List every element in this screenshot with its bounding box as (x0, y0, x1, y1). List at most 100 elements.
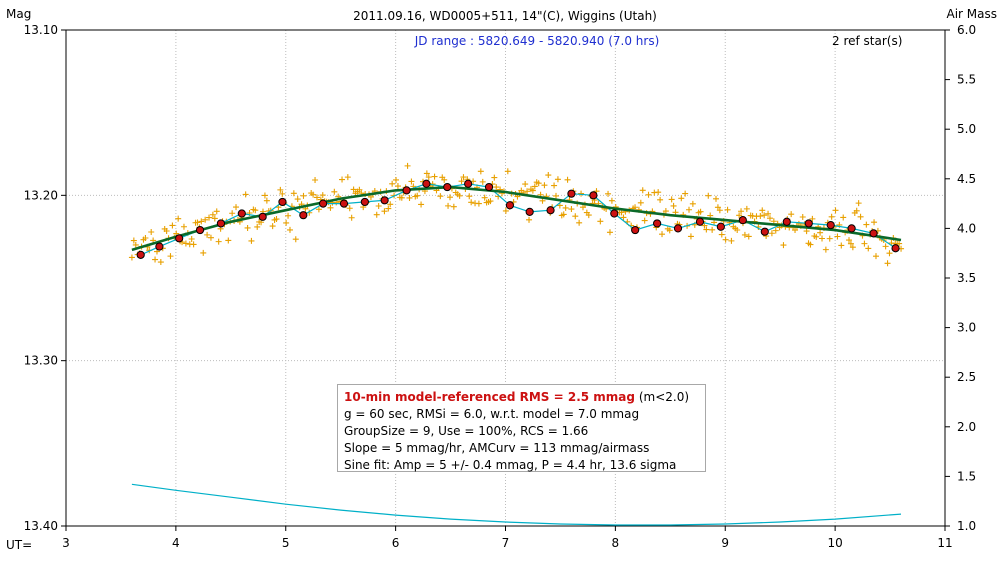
raw-point (423, 170, 430, 177)
raw-point (639, 187, 646, 194)
raw-point (180, 223, 187, 230)
raw-point (441, 176, 448, 183)
raw-point (826, 235, 833, 242)
rms-headline-note: (m<2.0) (638, 390, 690, 404)
binned-point (464, 179, 473, 188)
raw-point (853, 207, 860, 214)
stats-line-slope: Slope = 5 mmag/hr, AMCurv = 113 mmag/air… (344, 441, 650, 455)
raw-point (765, 210, 772, 217)
raw-point (817, 229, 824, 236)
binned-point (760, 227, 769, 236)
raw-point (477, 168, 484, 175)
binned-points (136, 179, 900, 259)
binned-point (402, 186, 411, 195)
raw-point (655, 189, 662, 196)
raw-point (606, 229, 613, 236)
raw-point (840, 214, 847, 221)
raw-point (167, 253, 174, 260)
raw-point (269, 223, 276, 230)
raw-point (229, 210, 236, 217)
raw-point (398, 194, 405, 201)
raw-point (209, 211, 216, 218)
raw-point (254, 223, 261, 230)
raw-point (819, 235, 826, 242)
raw-point (225, 237, 232, 244)
raw-point (502, 207, 509, 214)
raw-point (768, 230, 775, 237)
raw-point (190, 241, 197, 248)
raw-point (813, 233, 820, 240)
raw-point (560, 211, 567, 218)
binned-point (738, 216, 747, 225)
raw-point (313, 194, 320, 201)
raw-point (404, 162, 411, 169)
raw-point (865, 245, 872, 252)
binned-point (136, 250, 145, 259)
raw-point (406, 194, 413, 201)
raw-point (394, 183, 401, 190)
raw-point (896, 240, 903, 247)
raw-point (437, 193, 444, 200)
raw-point (682, 190, 689, 197)
raw-point (666, 227, 673, 234)
raw-point (745, 233, 752, 240)
raw-point (741, 231, 748, 238)
raw-point (425, 174, 432, 181)
raw-point (445, 202, 452, 209)
y-left-tick-label: 13.10 (24, 23, 58, 37)
raw-point (799, 214, 806, 221)
raw-point (828, 213, 835, 220)
raw-point (772, 227, 779, 234)
raw-point (882, 243, 889, 250)
binned-point (422, 179, 431, 188)
raw-point (857, 213, 864, 220)
raw-point (724, 206, 731, 213)
binned-point (380, 196, 389, 205)
raw-point (213, 208, 220, 215)
raw-point (294, 196, 301, 203)
raw-point (198, 218, 205, 225)
raw-point (711, 219, 718, 226)
binned-point (589, 191, 598, 200)
raw-point (734, 227, 741, 234)
raw-point (605, 190, 612, 197)
raw-point (705, 192, 712, 199)
y-right-tick-label: 3.0 (957, 321, 976, 335)
raw-point (200, 249, 207, 256)
raw-point (273, 216, 280, 223)
raw-point (645, 191, 652, 198)
raw-point (479, 178, 486, 185)
raw-point (202, 216, 209, 223)
binned-point (631, 225, 640, 235)
raw-point (279, 190, 286, 197)
binned-point (673, 224, 683, 233)
raw-point (743, 205, 750, 212)
raw-point (863, 221, 870, 228)
binned-point (339, 199, 349, 208)
raw-point (206, 214, 213, 221)
binned-point (360, 197, 369, 207)
raw-point (545, 172, 552, 179)
x-tick-label: 8 (612, 536, 620, 550)
raw-point (531, 183, 538, 190)
binned-point (891, 244, 900, 253)
raw-point (886, 250, 893, 257)
x-tick-label: 11 (937, 536, 952, 550)
raw-point (211, 215, 218, 222)
binned-point (826, 220, 835, 230)
chart-subtitle: JD range : 5820.649 - 5820.940 (7.0 hrs) (414, 34, 660, 48)
binned-point (847, 224, 856, 233)
raw-point (387, 201, 394, 208)
raw-point (568, 206, 575, 213)
raw-point (312, 176, 319, 183)
model-fit-line (131, 185, 902, 252)
raw-point (529, 187, 536, 194)
raw-point (350, 186, 357, 193)
binned-point (278, 197, 287, 207)
stats-box: 10-min model-referenced RMS = 2.5 mmag (… (337, 384, 706, 472)
raw-point (541, 182, 548, 189)
stats-headline-row: 10-min model-referenced RMS = 2.5 mmag (… (344, 389, 705, 406)
stats-line-sampling: g = 60 sec, RMSi = 6.0, w.r.t. model = 7… (344, 407, 640, 421)
binned-point (695, 217, 705, 226)
raw-point (242, 191, 249, 198)
